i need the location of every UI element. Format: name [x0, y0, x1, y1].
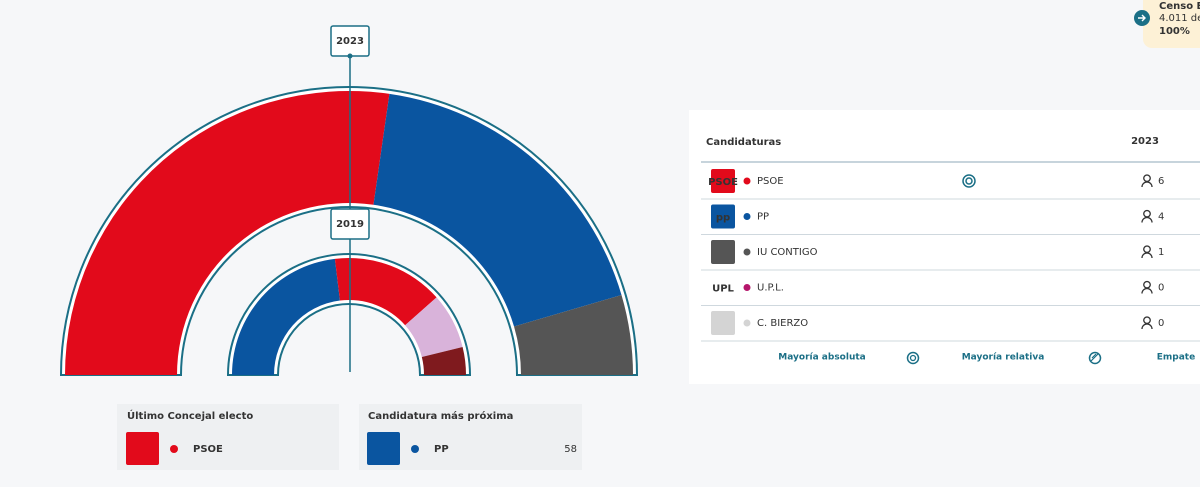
party-logo — [711, 240, 735, 264]
party-name: IU CONTIGO — [757, 247, 818, 258]
party-dot — [743, 284, 751, 291]
party-name: PP — [757, 212, 769, 223]
party-dot — [743, 177, 751, 185]
year-label: 2019 — [336, 219, 364, 230]
party-logo — [711, 311, 735, 335]
party-logo — [711, 204, 735, 229]
legend-icon — [909, 354, 917, 362]
person-icon — [1141, 174, 1153, 188]
seat-segment — [65, 90, 390, 375]
table-header: 2023 — [1131, 136, 1159, 147]
seats: 1 — [1158, 247, 1164, 258]
party-dot — [743, 213, 751, 220]
legend-label: Empate — [1157, 353, 1195, 363]
party-name: PP — [434, 444, 449, 455]
card-title: Candidatura más próxima — [368, 410, 513, 422]
person-icon — [1141, 245, 1153, 259]
logo-text: PSOE — [708, 177, 738, 188]
party-name: C. BIERZO — [757, 318, 808, 329]
seat-segment — [373, 93, 622, 327]
party-dot — [743, 319, 751, 327]
census-percent: 100% — [1159, 26, 1190, 37]
arrow — [1138, 14, 1146, 22]
seat-segment — [514, 294, 633, 375]
party-dot — [743, 248, 751, 256]
party-name: U.P.L. — [757, 283, 784, 294]
seats: 0 — [1158, 318, 1164, 329]
census-title: Censo Esc — [1159, 1, 1200, 12]
seat-segment — [334, 258, 437, 326]
seats: 0 — [1158, 283, 1164, 294]
logo-text: UPL — [712, 284, 734, 295]
votes: 58 — [564, 444, 577, 455]
legend-icon — [1090, 353, 1099, 362]
legend-label: Mayoría absoluta — [778, 353, 865, 363]
seats: 6 — [1158, 176, 1164, 187]
census-card — [1143, 0, 1200, 48]
party-name: PSOE — [757, 176, 784, 187]
party-dot — [411, 445, 419, 453]
seat-segment — [405, 297, 463, 358]
party-logo — [126, 432, 159, 465]
party-name: PSOE — [193, 444, 223, 455]
legend-icon — [1088, 351, 1102, 365]
legend-label: Mayoría relativa — [962, 353, 1045, 363]
person-icon — [1141, 209, 1153, 223]
majority-icon — [962, 174, 976, 188]
card-title: Último Concejal electo — [127, 409, 253, 422]
party-logo — [711, 275, 735, 300]
party-dot — [170, 445, 178, 453]
pointer-dot — [347, 53, 353, 59]
person-icon — [1141, 316, 1153, 330]
census-count: 4.011 de 4 — [1159, 13, 1200, 24]
seats: 4 — [1158, 212, 1164, 223]
party-logo — [367, 432, 400, 465]
logo-text: pp — [716, 213, 730, 224]
table-header: Candidaturas — [706, 137, 781, 148]
party-logo — [711, 169, 735, 193]
year-box — [330, 208, 370, 240]
seat-segment — [232, 258, 340, 375]
year-label: 2023 — [336, 36, 364, 47]
table-panel — [689, 110, 1200, 384]
legend-icon — [906, 351, 920, 365]
person-icon — [1141, 280, 1153, 294]
seat-segment — [421, 347, 466, 375]
majority-icon — [965, 177, 973, 185]
